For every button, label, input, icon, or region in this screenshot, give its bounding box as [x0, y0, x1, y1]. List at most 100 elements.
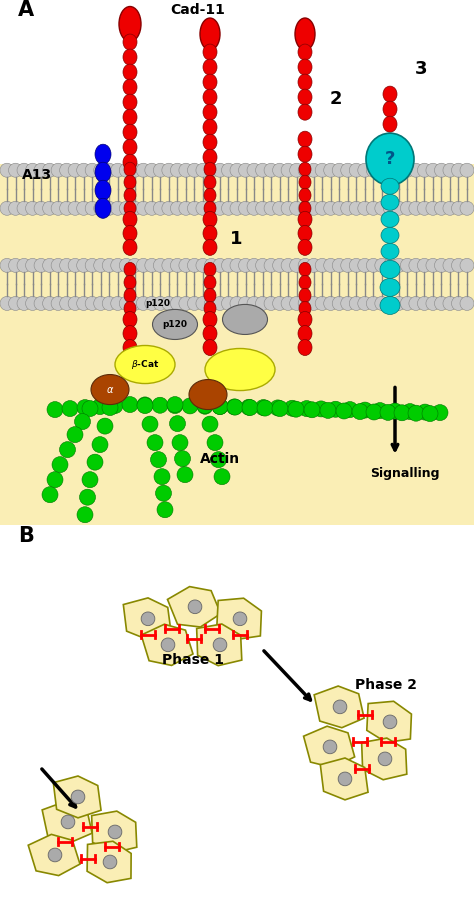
Ellipse shape	[124, 162, 136, 176]
Text: Phase 1: Phase 1	[162, 653, 224, 666]
Ellipse shape	[299, 275, 311, 290]
Circle shape	[214, 468, 230, 484]
Circle shape	[85, 163, 99, 178]
Circle shape	[182, 398, 198, 414]
Circle shape	[17, 258, 31, 273]
Circle shape	[9, 163, 23, 178]
Text: 1: 1	[230, 231, 243, 248]
Circle shape	[85, 201, 99, 215]
Ellipse shape	[298, 104, 312, 120]
Circle shape	[119, 201, 133, 215]
Circle shape	[247, 163, 261, 178]
Ellipse shape	[299, 301, 311, 316]
Circle shape	[238, 258, 253, 273]
Circle shape	[196, 201, 210, 215]
Circle shape	[111, 201, 125, 215]
Ellipse shape	[380, 296, 400, 315]
Circle shape	[213, 258, 227, 273]
Ellipse shape	[203, 44, 217, 60]
Text: $\beta$-Cat: $\beta$-Cat	[131, 358, 159, 371]
Circle shape	[197, 398, 213, 414]
Circle shape	[145, 201, 159, 215]
Circle shape	[111, 296, 125, 310]
Bar	[0, 164, 474, 525]
Circle shape	[51, 296, 65, 310]
Circle shape	[51, 201, 65, 215]
Ellipse shape	[203, 326, 217, 342]
Circle shape	[333, 700, 347, 714]
Circle shape	[387, 403, 403, 419]
Circle shape	[128, 258, 142, 273]
Text: A: A	[18, 0, 34, 20]
Circle shape	[187, 201, 201, 215]
Circle shape	[9, 296, 23, 310]
Polygon shape	[217, 598, 262, 640]
Circle shape	[264, 296, 278, 310]
Ellipse shape	[123, 139, 137, 155]
Circle shape	[204, 258, 219, 273]
Ellipse shape	[383, 101, 397, 118]
Ellipse shape	[95, 180, 111, 200]
Circle shape	[401, 258, 414, 273]
Circle shape	[392, 163, 406, 178]
Circle shape	[290, 201, 304, 215]
Ellipse shape	[123, 311, 137, 327]
Circle shape	[34, 296, 48, 310]
Circle shape	[60, 441, 75, 457]
Ellipse shape	[123, 49, 137, 65]
Circle shape	[341, 201, 355, 215]
Circle shape	[324, 201, 337, 215]
Circle shape	[43, 201, 56, 215]
Circle shape	[298, 163, 312, 178]
Circle shape	[242, 399, 258, 415]
Circle shape	[401, 296, 414, 310]
Circle shape	[128, 296, 142, 310]
Circle shape	[170, 415, 185, 431]
Circle shape	[435, 163, 448, 178]
Circle shape	[137, 296, 150, 310]
Ellipse shape	[298, 239, 312, 256]
Circle shape	[255, 399, 271, 415]
Circle shape	[426, 296, 440, 310]
Circle shape	[230, 296, 244, 310]
Circle shape	[153, 163, 167, 178]
Circle shape	[366, 258, 380, 273]
Circle shape	[230, 258, 244, 273]
Ellipse shape	[203, 135, 217, 150]
Ellipse shape	[299, 162, 311, 176]
Ellipse shape	[204, 201, 216, 215]
Circle shape	[71, 790, 85, 804]
Circle shape	[187, 163, 201, 178]
Circle shape	[26, 258, 39, 273]
Circle shape	[394, 405, 410, 421]
Circle shape	[196, 258, 210, 273]
Ellipse shape	[189, 379, 227, 410]
Circle shape	[174, 450, 191, 466]
Circle shape	[80, 489, 95, 505]
Circle shape	[332, 258, 346, 273]
Circle shape	[42, 487, 58, 502]
Circle shape	[92, 437, 108, 453]
Circle shape	[103, 855, 117, 869]
Ellipse shape	[299, 175, 311, 189]
Text: Signalling: Signalling	[370, 466, 439, 480]
Circle shape	[213, 201, 227, 215]
Ellipse shape	[123, 94, 137, 110]
Circle shape	[273, 201, 287, 215]
Circle shape	[238, 201, 253, 215]
Circle shape	[179, 163, 193, 178]
Ellipse shape	[204, 301, 216, 316]
Circle shape	[26, 296, 39, 310]
Circle shape	[43, 258, 56, 273]
Circle shape	[47, 402, 63, 418]
Circle shape	[177, 466, 193, 483]
Circle shape	[137, 201, 150, 215]
Circle shape	[60, 163, 73, 178]
Circle shape	[197, 397, 213, 414]
Circle shape	[145, 296, 159, 310]
Circle shape	[307, 258, 321, 273]
Circle shape	[48, 849, 62, 862]
Circle shape	[94, 296, 108, 310]
Ellipse shape	[119, 6, 141, 41]
Ellipse shape	[204, 188, 216, 203]
